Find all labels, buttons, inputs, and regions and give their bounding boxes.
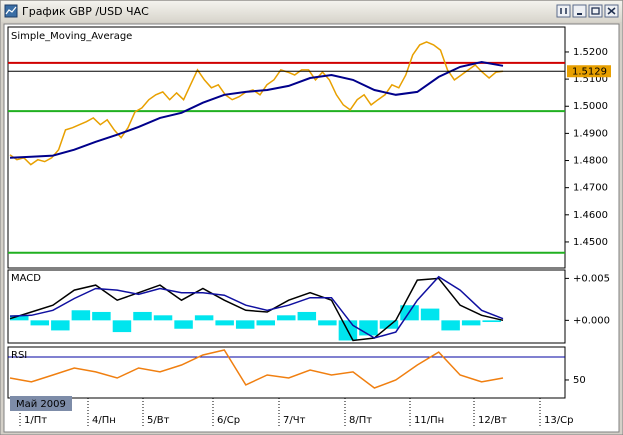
- histogram-bar: [379, 320, 399, 329]
- histogram-bar: [10, 315, 29, 321]
- histogram-bar: [30, 320, 50, 326]
- series-line: [9, 41, 504, 166]
- window-title: График GBP /USD ЧАС: [22, 5, 149, 18]
- histogram-bar: [297, 311, 317, 321]
- histogram-bar: [51, 320, 70, 331]
- histogram-bar: [92, 311, 111, 321]
- button-maximize[interactable]: [588, 4, 603, 18]
- histogram-bar: [420, 308, 440, 321]
- histogram-bar: [441, 320, 460, 331]
- x-tick-label: 6/Ср: [217, 415, 240, 426]
- histogram-bar: [318, 320, 337, 326]
- x-tick-label: 7/Чт: [283, 415, 306, 426]
- button-glyph: [591, 7, 600, 15]
- histogram-bar: [194, 315, 214, 321]
- last-price-label: 1.5129: [572, 67, 607, 78]
- y-tick-label: 1.4800: [573, 156, 608, 167]
- x-tick-label: 13/Ср: [544, 415, 573, 426]
- histogram-bar: [153, 315, 173, 321]
- histogram-bar: [71, 310, 91, 321]
- histogram-bar: [215, 320, 234, 326]
- series-line: [9, 277, 504, 342]
- button-minimize[interactable]: [572, 4, 587, 18]
- y-tick-label: 1.4700: [573, 183, 608, 194]
- histogram-bar: [277, 315, 296, 321]
- x-tick-label: 8/Пт: [349, 415, 372, 426]
- window-icon-glyph: [5, 6, 17, 15]
- series-line: [9, 349, 504, 389]
- x-tick-label: 5/Вт: [147, 415, 170, 426]
- histogram-bar: [235, 320, 255, 329]
- panel: [7, 346, 566, 399]
- series-line: [9, 275, 504, 339]
- last-price-tag: [567, 65, 611, 78]
- period-badge: [10, 396, 72, 411]
- y-tick-label: 1.4600: [573, 210, 608, 221]
- x-tick-label: 12/Вт: [478, 415, 507, 426]
- histogram-bar: [461, 320, 481, 326]
- histogram-bar: [482, 320, 501, 323]
- y-tick-label: +0.000: [573, 315, 610, 326]
- histogram-bar: [133, 311, 152, 321]
- histogram-bar: [359, 320, 378, 336]
- y-tick-label: 1.5000: [573, 101, 608, 112]
- button-tile[interactable]: [556, 4, 571, 18]
- period-label: Май 2009: [16, 399, 66, 410]
- y-tick-label: 1.5100: [573, 74, 608, 85]
- histogram-bar: [256, 320, 275, 326]
- y-tick-label: 1.4900: [573, 128, 608, 139]
- y-tick-label: 1.4500: [573, 237, 608, 248]
- histogram-bar: [112, 320, 132, 333]
- panel-title: RSI: [11, 350, 27, 361]
- panel: [7, 269, 566, 344]
- y-tick-label: 1.5200: [573, 47, 608, 58]
- y-tick-label: +0.005: [573, 273, 610, 284]
- y-tick-label: 50: [573, 375, 586, 386]
- x-tick-label: 1/Пт: [24, 415, 47, 426]
- histogram-bar: [174, 320, 193, 329]
- panel-title: MACD: [11, 273, 41, 284]
- series-name: Simple_Moving_Average: [11, 31, 132, 42]
- x-tick-label: 4/Пн: [92, 415, 116, 426]
- button-glyph: [607, 7, 616, 15]
- x-tick-label: 11/Пн: [414, 415, 444, 426]
- window-buttons: [556, 4, 619, 18]
- series-line: [9, 60, 504, 159]
- title-bar: [1, 1, 622, 22]
